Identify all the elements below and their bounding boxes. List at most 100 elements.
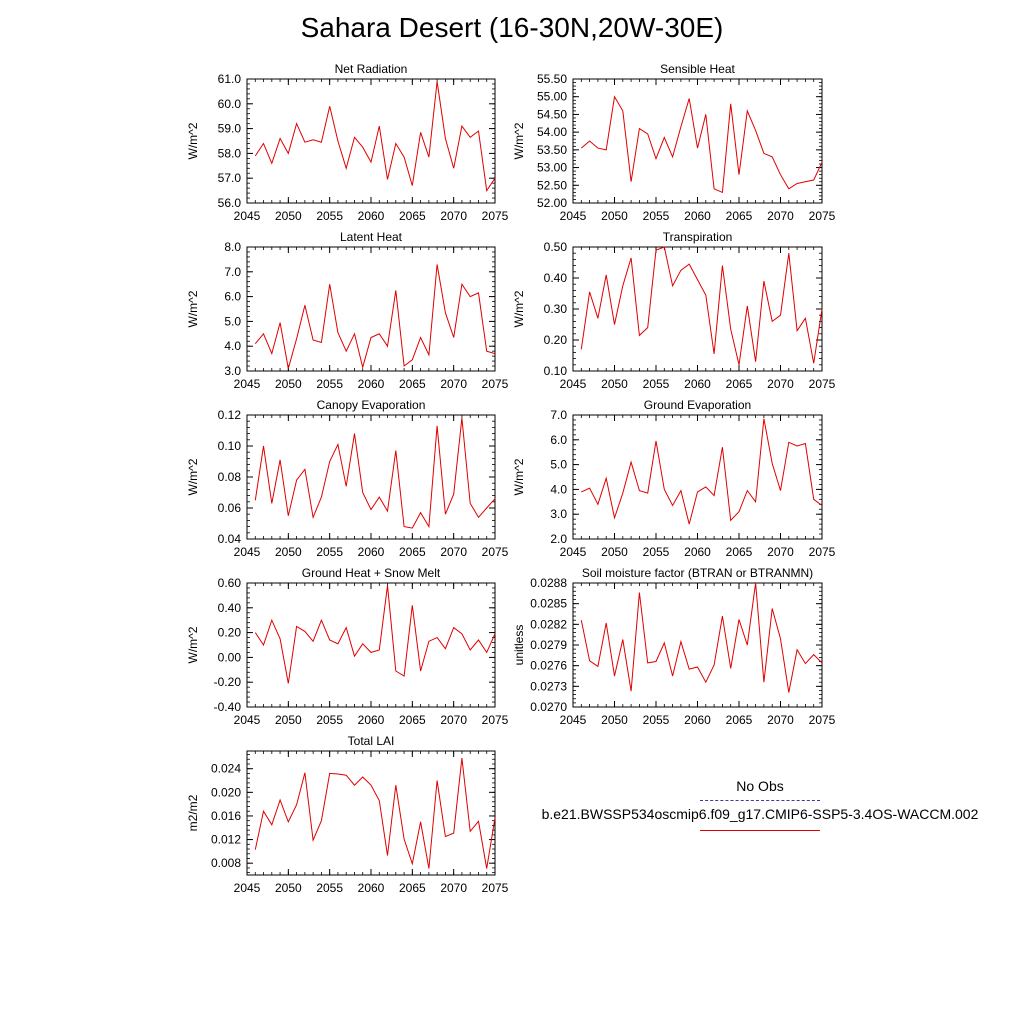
- y-tick-label: 52.50: [537, 178, 567, 192]
- x-tick-label: 2070: [440, 713, 467, 727]
- y-tick-label: 0.0273: [530, 679, 567, 693]
- y-tick-label: 3.0: [550, 507, 567, 521]
- y-tick-label: 59.0: [218, 122, 242, 136]
- series-line: [254, 585, 496, 684]
- series-line: [580, 246, 823, 365]
- y-tick-label: 0.10: [218, 439, 242, 453]
- x-tick-label: 2045: [560, 209, 587, 223]
- y-tick-label: 0.0276: [530, 659, 567, 673]
- x-tick-label: 2060: [358, 209, 385, 223]
- series-line: [254, 418, 496, 529]
- plot-frame: [572, 414, 823, 540]
- y-tick-label: 5.0: [224, 314, 241, 328]
- x-tick-label: 2060: [684, 377, 711, 391]
- x-tick-label: 2055: [316, 377, 343, 391]
- y-tick-label: -0.20: [214, 675, 242, 689]
- chart-panel-3: Latent Heat W/m^2 3.0 4.0 5.0 6.0 7.0 8.0 2045 20…: [186, 230, 509, 391]
- y-tick-label: 55.00: [537, 90, 567, 104]
- y-tick-label: 0.0279: [530, 638, 567, 652]
- x-tick-label: 2055: [316, 545, 343, 559]
- plot-frame: [572, 246, 823, 372]
- x-tick-label: 2055: [316, 209, 343, 223]
- x-tick-label: 2050: [601, 545, 628, 559]
- panel-title: Total LAI: [348, 734, 395, 748]
- x-tick-label: 2075: [809, 377, 836, 391]
- x-tick-label: 2075: [482, 713, 509, 727]
- y-tick-label: 0.30: [544, 302, 568, 316]
- y-tick-label: 4.0: [224, 339, 241, 353]
- series-line: [581, 418, 823, 525]
- x-tick-label: 2070: [767, 713, 794, 727]
- x-tick-label: 2060: [358, 545, 385, 559]
- x-tick-label: 2045: [234, 209, 261, 223]
- plot-frame: [246, 414, 496, 540]
- x-tick-label: 2060: [684, 545, 711, 559]
- x-tick-label: 2070: [440, 545, 467, 559]
- x-tick-label: 2045: [560, 545, 587, 559]
- x-tick-label: 2045: [560, 713, 587, 727]
- series-line: [580, 95, 823, 194]
- series-line: [254, 758, 496, 869]
- y-tick-label: 5.0: [550, 458, 567, 472]
- x-tick-label: 2065: [399, 377, 426, 391]
- y-tick-label: 0.008: [211, 856, 241, 870]
- y-axis-label: W/m^2: [186, 122, 200, 159]
- y-tick-label: 0.12: [218, 408, 242, 422]
- panel-title: Ground Heat + Snow Melt: [302, 566, 441, 580]
- x-tick-label: 2045: [234, 377, 261, 391]
- x-tick-label: 2075: [809, 209, 836, 223]
- y-tick-label: 0.20: [218, 626, 242, 640]
- y-tick-label: 0.024: [211, 762, 241, 776]
- x-tick-label: 2055: [643, 713, 670, 727]
- x-tick-label: 2055: [643, 209, 670, 223]
- y-tick-label: 60.0: [218, 97, 242, 111]
- y-tick-label: -0.40: [214, 700, 242, 714]
- legend-model-line: [700, 830, 820, 831]
- legend-model-label: b.e21.BWSSP534oscmip6.f09_g17.CMIP6-SSP5…: [541, 806, 979, 822]
- y-axis-label: W/m^2: [512, 458, 526, 495]
- chart-panel-7: Ground Heat + Snow Melt W/m^2 -0.40 -0.20 0.…: [186, 566, 509, 727]
- series-line: [580, 582, 823, 693]
- y-axis-label: W/m^2: [186, 290, 200, 327]
- y-axis-label: unitless: [512, 625, 526, 666]
- x-tick-label: 2060: [358, 377, 385, 391]
- y-tick-label: 0.0270: [530, 700, 567, 714]
- y-axis-label: W/m^2: [186, 458, 200, 495]
- y-tick-label: 0.50: [544, 240, 568, 254]
- series-line: [254, 264, 496, 370]
- y-tick-label: 0.20: [544, 333, 568, 347]
- y-axis-label: W/m^2: [512, 290, 526, 327]
- x-tick-label: 2050: [275, 713, 302, 727]
- x-tick-label: 2065: [726, 545, 753, 559]
- chart-panel-8: Soil moisture factor (BTRAN or BTRANMN) u…: [512, 566, 836, 727]
- y-tick-label: 4.0: [550, 482, 567, 496]
- y-tick-label: 53.00: [537, 161, 567, 175]
- y-tick-label: 0.0285: [530, 597, 567, 611]
- x-tick-label: 2065: [726, 377, 753, 391]
- y-axis-label: m2/m2: [186, 794, 200, 831]
- x-tick-label: 2070: [767, 545, 794, 559]
- legend-obs-label: No Obs: [736, 778, 784, 794]
- y-tick-label: 0.0282: [530, 617, 567, 631]
- y-tick-label: 57.0: [218, 171, 242, 185]
- panel-title: Ground Evaporation: [644, 398, 751, 412]
- y-tick-label: 8.0: [224, 240, 241, 254]
- page-title: Sahara Desert (16-30N,20W-30E): [300, 12, 724, 43]
- x-tick-label: 2050: [275, 209, 302, 223]
- x-tick-label: 2050: [601, 713, 628, 727]
- panel-title: Canopy Evaporation: [317, 398, 426, 412]
- x-tick-label: 2060: [358, 713, 385, 727]
- x-tick-label: 2065: [726, 713, 753, 727]
- x-tick-label: 2075: [482, 377, 509, 391]
- x-tick-label: 2065: [726, 209, 753, 223]
- y-tick-label: 0.04: [218, 532, 242, 546]
- y-tick-label: 54.50: [537, 107, 567, 121]
- x-tick-label: 2065: [399, 713, 426, 727]
- x-tick-label: 2050: [275, 377, 302, 391]
- x-tick-label: 2055: [316, 713, 343, 727]
- x-tick-label: 2050: [275, 881, 302, 895]
- series-line: [254, 81, 496, 192]
- y-tick-label: 0.40: [218, 601, 242, 615]
- y-tick-label: 0.016: [211, 809, 241, 823]
